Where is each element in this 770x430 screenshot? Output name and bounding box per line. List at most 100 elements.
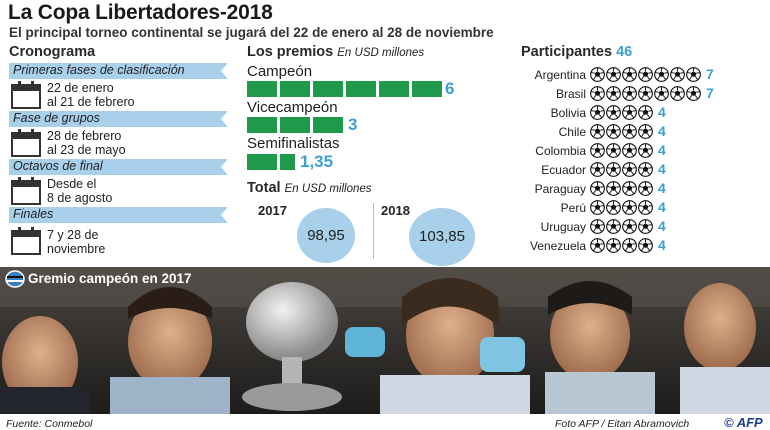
country-name: Ecuador bbox=[541, 163, 586, 177]
prize-bar-segment bbox=[280, 81, 310, 97]
soccer-ball-icon bbox=[590, 238, 605, 253]
soccer-ball-icon bbox=[638, 86, 653, 101]
soccer-ball-icon bbox=[670, 86, 685, 101]
soccer-ball-icon bbox=[606, 238, 621, 253]
country-name: Chile bbox=[558, 125, 586, 139]
phase-name: Octavos de final bbox=[13, 159, 103, 173]
soccer-ball-icon bbox=[590, 181, 605, 196]
total-circle bbox=[297, 208, 355, 263]
soccer-ball-icon bbox=[606, 67, 621, 82]
prize-bar-segment bbox=[280, 117, 310, 133]
prize-bar bbox=[247, 81, 442, 97]
prize-bar-segment bbox=[247, 81, 277, 97]
phase-date: Desde el 8 de agosto bbox=[47, 177, 112, 205]
phase-band: Finales bbox=[9, 207, 228, 223]
soccer-ball-icon bbox=[622, 143, 637, 158]
prize-label: Campeón bbox=[247, 63, 313, 80]
soccer-ball-icon bbox=[606, 200, 621, 215]
prize-label: Semifinalistas bbox=[247, 135, 340, 152]
prize-bar-segment bbox=[346, 81, 376, 97]
ball-icons bbox=[590, 105, 653, 120]
soccer-ball-icon bbox=[686, 86, 701, 101]
team-photo-image bbox=[0, 267, 770, 414]
phase-band: Fase de grupos bbox=[9, 111, 228, 127]
soccer-ball-icon bbox=[622, 219, 637, 234]
soccer-ball-icon bbox=[654, 67, 669, 82]
soccer-ball-icon bbox=[590, 105, 605, 120]
soccer-ball-icon bbox=[606, 162, 621, 177]
soccer-ball-icon bbox=[638, 238, 653, 253]
country-name: Argentina bbox=[534, 68, 586, 82]
prize-bar-segment bbox=[280, 154, 295, 170]
soccer-ball-icon bbox=[638, 143, 653, 158]
ball-icons bbox=[590, 67, 701, 82]
soccer-ball-icon bbox=[654, 86, 669, 101]
divider bbox=[373, 203, 374, 259]
phase-date: 28 de febrero al 23 de mayo bbox=[47, 129, 126, 157]
ball-icons bbox=[590, 143, 653, 158]
phase-date: 22 de enero al 21 de febrero bbox=[47, 81, 135, 109]
country-count: 4 bbox=[658, 161, 666, 177]
prize-bar-segment bbox=[313, 117, 343, 133]
ball-icons bbox=[590, 162, 653, 177]
photo-credit: Foto AFP / Eitan Abramovich bbox=[555, 418, 690, 430]
ball-icons bbox=[590, 200, 653, 215]
phase-date-line: noviembre bbox=[47, 242, 106, 256]
total-year: 2018 bbox=[381, 203, 410, 218]
ball-icons bbox=[590, 86, 701, 101]
soccer-ball-icon bbox=[622, 162, 637, 177]
soccer-ball-icon bbox=[606, 143, 621, 158]
country-name: Paraguay bbox=[534, 182, 586, 196]
prize-bar-segment bbox=[379, 81, 409, 97]
participantes-title: Participantes bbox=[521, 44, 613, 60]
subtitle: El principal torneo continental se jugar… bbox=[9, 25, 494, 40]
country-count: 4 bbox=[658, 123, 666, 139]
soccer-ball-icon bbox=[606, 105, 621, 120]
country-count: 4 bbox=[658, 104, 666, 120]
prize-bar bbox=[247, 117, 343, 133]
soccer-ball-icon bbox=[670, 67, 685, 82]
country-name: Bolivia bbox=[550, 106, 586, 120]
soccer-ball-icon bbox=[606, 124, 621, 139]
calendar-icon bbox=[11, 129, 41, 157]
soccer-ball-icon bbox=[590, 86, 605, 101]
country-count: 4 bbox=[658, 199, 666, 215]
prize-bar-segment bbox=[313, 81, 343, 97]
prize-label: Vicecampeón bbox=[247, 99, 338, 116]
gremio-crest-icon bbox=[5, 270, 25, 288]
country-count: 7 bbox=[706, 85, 714, 101]
country-count: 4 bbox=[658, 180, 666, 196]
prize-bar-segment bbox=[247, 117, 277, 133]
phase-name: Finales bbox=[13, 207, 54, 221]
phase-date-line: 22 de enero bbox=[47, 81, 114, 95]
prize-bar-segment bbox=[247, 154, 277, 170]
total-value: 103,85 bbox=[419, 228, 465, 245]
phase-date-line: al 23 de mayo bbox=[47, 143, 126, 157]
participantes-heading: Participantes 46 bbox=[521, 44, 632, 60]
prize-bar bbox=[247, 154, 295, 170]
total-year: 2017 bbox=[258, 203, 287, 218]
soccer-ball-icon bbox=[638, 105, 653, 120]
soccer-ball-icon bbox=[638, 124, 653, 139]
participantes-total: 46 bbox=[616, 44, 633, 60]
ball-icons bbox=[590, 124, 653, 139]
soccer-ball-icon bbox=[638, 200, 653, 215]
prize-bar-segment bbox=[412, 81, 442, 97]
team-photo bbox=[0, 267, 770, 414]
photo-caption: Gremio campeón en 2017 bbox=[28, 271, 192, 286]
phase-date-line: al 21 de febrero bbox=[47, 95, 135, 109]
country-name: Perú bbox=[560, 201, 586, 215]
phase-date-line: 28 de febrero bbox=[47, 129, 122, 143]
calendar-icon bbox=[11, 177, 41, 205]
phase-date-line: Desde el bbox=[47, 177, 97, 191]
total-unit: En USD millones bbox=[284, 183, 372, 195]
soccer-ball-icon bbox=[622, 124, 637, 139]
total-title: Total bbox=[247, 180, 281, 196]
soccer-ball-icon bbox=[590, 143, 605, 158]
soccer-ball-icon bbox=[686, 67, 701, 82]
total-heading: Total En USD millones bbox=[247, 180, 372, 196]
soccer-ball-icon bbox=[590, 200, 605, 215]
calendar-icon bbox=[11, 227, 41, 255]
soccer-ball-icon bbox=[622, 181, 637, 196]
country-count: 4 bbox=[658, 142, 666, 158]
